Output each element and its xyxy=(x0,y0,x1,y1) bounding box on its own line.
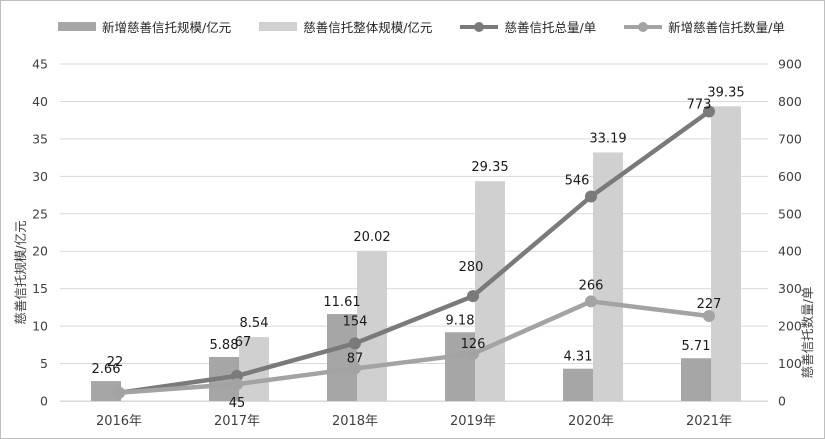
legend-label-new-scale: 新增慈善信托规模/亿元 xyxy=(102,20,232,35)
y-right-tick-label: 500 xyxy=(778,206,802,221)
x-tick-label: 2016年 xyxy=(96,414,142,429)
data-label-new-count: 45 xyxy=(229,396,246,411)
legend-line-total-count xyxy=(460,21,499,32)
y-right-tick-label: 700 xyxy=(778,131,802,146)
legend-swatch-new-scale xyxy=(58,22,96,31)
point-new-count xyxy=(231,378,243,391)
data-label-new-scale: 9.18 xyxy=(446,313,475,328)
data-label-total-count: 154 xyxy=(343,314,368,329)
y-left-tick-label: 25 xyxy=(32,206,48,221)
legend-line-new-count xyxy=(624,21,663,32)
y-left-tick-label: 20 xyxy=(32,244,48,259)
bar-new-scale xyxy=(681,358,711,401)
y-left-tick-label: 10 xyxy=(32,319,48,334)
data-label-total-count: 546 xyxy=(565,174,590,189)
point-new-count xyxy=(349,362,361,375)
y-right-tick-label: 0 xyxy=(778,394,786,409)
y-left-tick-label: 40 xyxy=(32,94,48,109)
line-total-count xyxy=(118,109,711,395)
legend-item-new-count: 新增慈善信托数量/单 xyxy=(624,17,785,36)
y-right-tick-label: 800 xyxy=(778,94,802,109)
data-label-total-scale: 39.35 xyxy=(707,85,744,100)
data-label-total-scale: 33.19 xyxy=(589,131,626,146)
legend-label-new-count: 新增慈善信托数量/单 xyxy=(668,20,785,35)
legend: 新增慈善信托规模/亿元 慈善信托整体规模/亿元 慈善信托总量/单 新增慈善信托数… xyxy=(58,17,813,36)
point-new-count xyxy=(113,386,125,399)
point-new-count xyxy=(467,347,479,360)
point-total-count xyxy=(231,369,243,382)
data-label-total-count: 773 xyxy=(687,98,712,113)
legend-label-total-scale: 慈善信托整体规模/亿元 xyxy=(303,20,433,35)
point-new-count xyxy=(585,295,597,308)
x-tick-label: 2020年 xyxy=(568,414,614,429)
y-right-tick-label: 400 xyxy=(778,244,802,259)
y-left-tick-label: 15 xyxy=(32,281,48,296)
data-label-new-count: 87 xyxy=(347,351,364,366)
y-right-tick-label: 600 xyxy=(778,169,802,184)
data-label-new-scale: 5.71 xyxy=(682,339,711,354)
data-label-new-count: 227 xyxy=(697,297,722,312)
legend-item-total-count: 慈善信托总量/单 xyxy=(460,17,596,36)
legend-label-total-count: 慈善信托总量/单 xyxy=(504,20,597,35)
y-left-tick-label: 5 xyxy=(40,356,48,371)
x-tick-label: 2018年 xyxy=(332,414,378,429)
legend-item-new-scale: 新增慈善信托规模/亿元 xyxy=(58,17,231,36)
data-label-total-count: 280 xyxy=(459,260,484,275)
data-label-new-count: 266 xyxy=(579,278,604,293)
y-left-tick-label: 45 xyxy=(32,57,48,72)
y-left-tick-label: 0 xyxy=(40,394,48,409)
bar-total-scale xyxy=(711,106,741,401)
y-left-tick-label: 30 xyxy=(32,169,48,184)
bar-total-scale xyxy=(357,251,387,401)
x-tick-label: 2017年 xyxy=(214,414,260,429)
bar-new-scale xyxy=(445,332,475,401)
line-new-count xyxy=(118,299,710,396)
data-label-total-scale: 8.54 xyxy=(240,316,269,331)
y-right-tick-label: 100 xyxy=(778,356,802,371)
point-total-count xyxy=(703,105,715,118)
data-label-new-scale: 2.66 xyxy=(92,362,121,377)
data-label-total-scale: 20.02 xyxy=(353,230,390,245)
point-total-count xyxy=(349,337,361,350)
bar-new-scale xyxy=(563,368,593,401)
x-tick-label: 2021年 xyxy=(686,414,732,429)
point-total-count xyxy=(585,190,597,203)
point-new-count xyxy=(703,310,715,323)
y-left-axis-title: 慈善信托规模/亿元 xyxy=(13,220,28,324)
data-label-total-scale: 29.35 xyxy=(471,160,508,175)
x-tick-label: 2019年 xyxy=(450,414,496,429)
bar-new-scale xyxy=(91,381,121,401)
data-label-new-scale: 11.61 xyxy=(323,295,360,310)
y-right-tick-label: 200 xyxy=(778,319,802,334)
data-label-new-scale: 5.88 xyxy=(210,338,239,353)
point-total-count xyxy=(467,290,479,303)
y-right-tick-label: 300 xyxy=(778,281,802,296)
legend-swatch-total-scale xyxy=(259,22,298,31)
data-label-new-scale: 4.31 xyxy=(564,350,593,365)
data-label-total-count: 22 xyxy=(107,355,124,370)
data-label-total-count: 67 xyxy=(235,335,252,350)
bar-new-scale xyxy=(327,314,357,401)
data-label-new-count: 126 xyxy=(461,337,486,352)
y-right-axis-title: 慈善信托数量/单 xyxy=(800,287,815,379)
legend-item-total-scale: 慈善信托整体规模/亿元 xyxy=(259,17,432,36)
y-right-tick-label: 900 xyxy=(778,57,802,72)
y-left-tick-label: 35 xyxy=(32,131,48,146)
